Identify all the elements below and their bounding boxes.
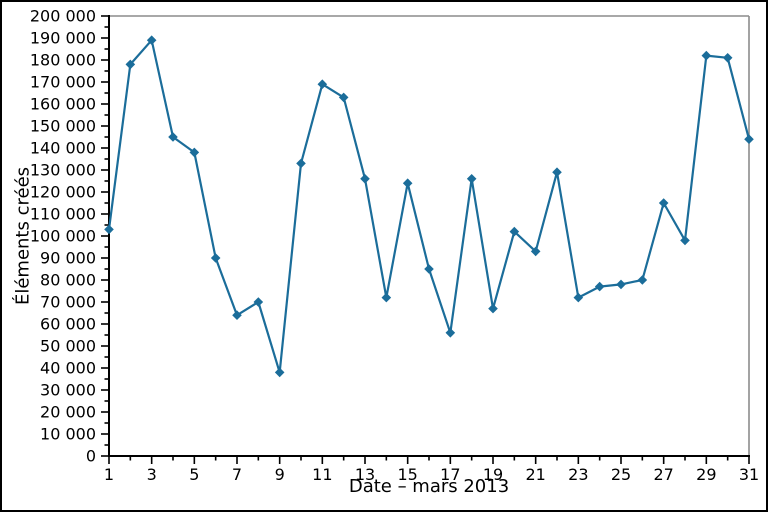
y-tick-label: 120 000 <box>30 183 96 202</box>
x-tick-label: 31 <box>739 465 759 484</box>
y-tick-label: 170 000 <box>30 73 96 92</box>
y-tick-label: 70 000 <box>40 293 96 312</box>
data-point-marker <box>210 253 221 263</box>
x-tick-label: 27 <box>653 465 673 484</box>
data-point-marker <box>402 178 413 188</box>
y-tick-label: 20 000 <box>40 403 96 422</box>
y-tick-label: 90 000 <box>40 249 96 268</box>
data-point-marker <box>637 275 648 285</box>
data-line <box>107 39 751 374</box>
data-point-marker <box>722 53 733 63</box>
x-tick-label: 11 <box>312 465 332 484</box>
y-tick-label: 180 000 <box>30 51 96 70</box>
data-point-marker <box>168 132 178 142</box>
y-tick-label: 50 000 <box>40 337 96 356</box>
x-tick-label: 25 <box>611 465 631 484</box>
y-tick-label: 140 000 <box>30 139 96 158</box>
y-tick-label: 150 000 <box>30 117 96 136</box>
y-tick-label: 30 000 <box>40 381 96 400</box>
x-tick-label: 1 <box>104 465 114 484</box>
data-point-marker <box>594 281 605 292</box>
y-tick-label: 80 000 <box>40 271 96 290</box>
y-tick-label: 110 000 <box>30 205 96 224</box>
y-tick-label: 10 000 <box>40 425 96 444</box>
x-tick-label: 21 <box>525 465 545 484</box>
data-point-marker <box>573 292 584 303</box>
data-point-marker <box>381 292 392 303</box>
data-point-marker <box>658 198 669 208</box>
y-tick-label: 60 000 <box>40 315 96 334</box>
x-tick-label: 13 <box>355 465 375 484</box>
x-tick-label: 15 <box>397 465 417 484</box>
data-point-marker <box>701 50 712 61</box>
data-point-marker <box>338 92 349 103</box>
x-tick-label: 7 <box>232 465 242 484</box>
x-axis-title: Date – mars 2013 <box>348 476 510 497</box>
data-point-marker <box>552 167 562 177</box>
data-point-marker <box>488 303 498 314</box>
y-tick-label: 40 000 <box>40 359 96 378</box>
y-tick-label: 200 000 <box>30 7 96 26</box>
data-point-marker <box>146 35 157 45</box>
data-point-marker <box>680 235 690 246</box>
data-point-marker <box>104 224 114 235</box>
data-point-marker <box>424 264 434 274</box>
data-point-marker <box>189 147 200 158</box>
y-tick-label: 100 000 <box>30 227 96 246</box>
x-tick-label: 17 <box>440 465 460 484</box>
data-point-marker <box>253 297 264 307</box>
x-tick-label: 5 <box>189 465 199 484</box>
x-tick-label: 9 <box>275 465 285 484</box>
x-tick-label: 23 <box>568 465 588 484</box>
x-axis-ticks: 1 3 5 7 9 11 13 15 17 19 21 23 25 27 29 31 <box>104 456 759 484</box>
data-point-marker <box>232 310 242 320</box>
y-tick-label: 130 000 <box>30 161 96 180</box>
x-tick-label: 19 <box>483 465 503 484</box>
data-point-marker <box>317 79 328 89</box>
y-tick-label: 190 000 <box>30 29 96 48</box>
y-axis-title: Éléments créés <box>12 166 34 306</box>
data-point-marker <box>509 226 520 237</box>
data-point-marker <box>296 158 306 169</box>
y-tick-label: 0 <box>86 447 96 466</box>
data-point-marker <box>744 134 754 144</box>
y-axis-ticks: 0 10 000 20 000 30 000 40 000 50 000 60 000 70 … <box>30 7 109 466</box>
data-point-marker <box>445 328 456 338</box>
data-point-marker <box>530 246 541 257</box>
x-tick-label: 3 <box>147 465 157 484</box>
y-tick-label: 160 000 <box>30 95 96 114</box>
data-point-marker <box>466 174 477 184</box>
data-points <box>104 35 754 378</box>
data-point-marker <box>125 59 136 70</box>
data-point-marker <box>616 279 626 290</box>
x-tick-label: 29 <box>696 465 716 484</box>
data-point-marker <box>360 174 370 184</box>
data-point-marker <box>274 367 285 378</box>
